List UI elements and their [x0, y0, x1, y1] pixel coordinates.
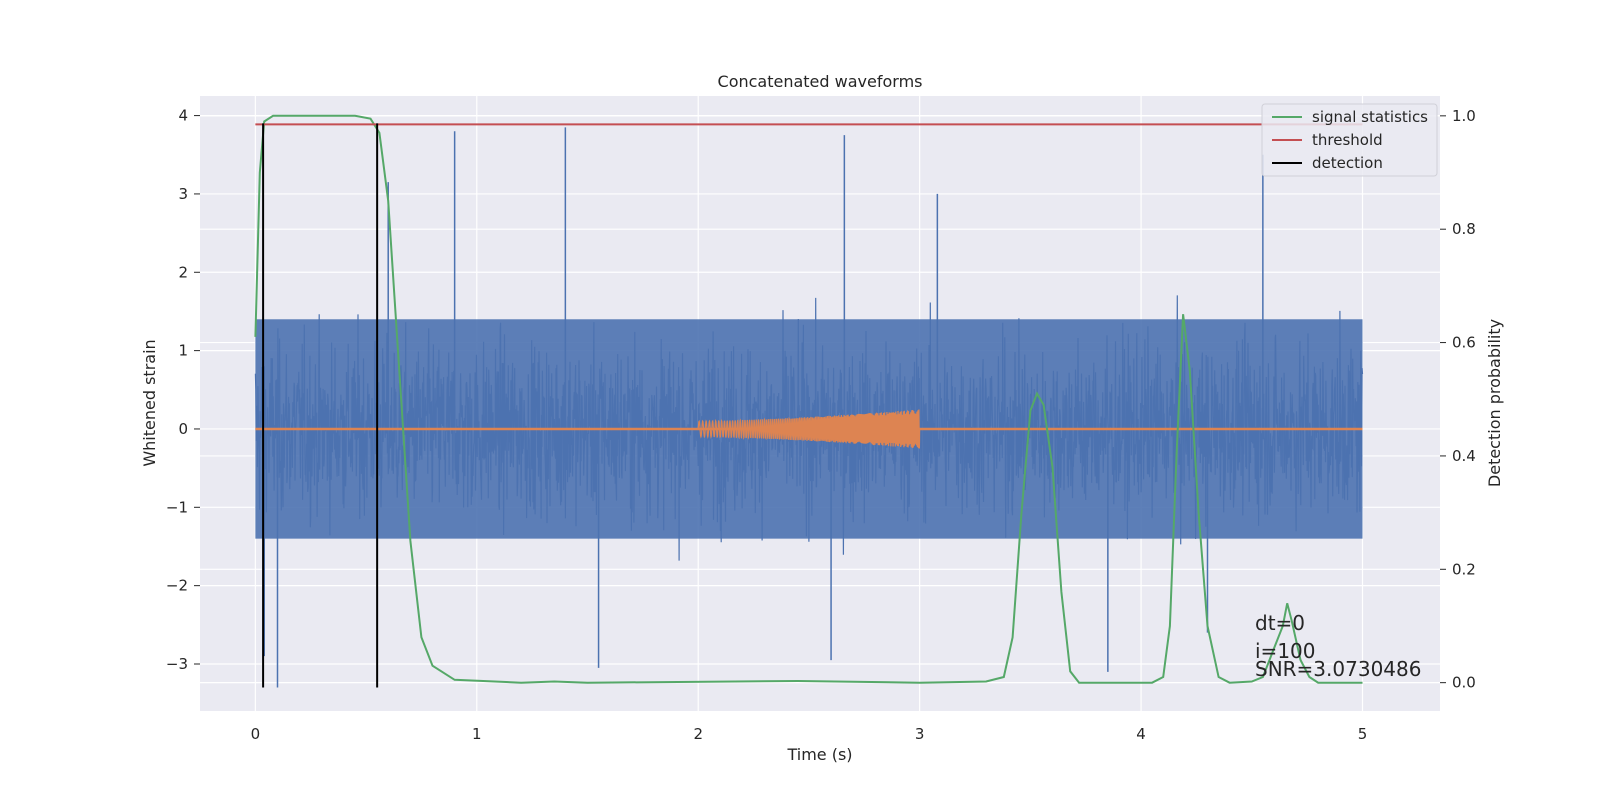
legend-label-signal-statistics: signal statistics [1312, 108, 1428, 126]
y2-tick-label-1: 0.2 [1452, 560, 1476, 578]
chart-title: Concatenated waveforms [718, 72, 923, 91]
legend: signal statistics threshold detection [1261, 103, 1438, 177]
y-axis-left: −3 −2 −1 0 1 2 3 4 [166, 107, 200, 673]
detection-series [262, 123, 379, 688]
legend-box [1261, 103, 1438, 177]
y-axis-right: 0.0 0.2 0.4 0.6 0.8 1.0 [1440, 107, 1476, 692]
x-tick-label-4: 4 [1136, 725, 1146, 743]
y-tick-label-5: 2 [178, 263, 188, 281]
y-tick-label-4: 1 [178, 342, 188, 360]
y2-axis-label: Detection probability [1485, 319, 1504, 487]
signal-statistics-line [254, 114, 1363, 684]
y-axis-label: Whitened strain [140, 339, 159, 466]
y2-tick-label-3: 0.6 [1452, 334, 1476, 352]
y-tick-label-6: 3 [178, 185, 188, 203]
legend-label-detection: detection [1312, 154, 1383, 172]
x-tick-label-0: 0 [251, 725, 261, 743]
signal-statistics-series [254, 114, 1363, 684]
y-tick-label-3: 0 [178, 420, 188, 438]
injection-waveform [697, 409, 921, 449]
y2-tick-label-0: 0.0 [1452, 674, 1476, 692]
annotations: dt=0 i=100 SNR=3.0730486 [1255, 611, 1421, 681]
legend-label-threshold: threshold [1312, 131, 1383, 149]
y2-tick-label-5: 1.0 [1452, 107, 1476, 125]
x-tick-label-2: 2 [693, 725, 703, 743]
x-axis: 0 1 2 3 4 5 [251, 725, 1368, 743]
x-axis-label: Time (s) [786, 745, 852, 764]
x-tick-label-5: 5 [1358, 725, 1368, 743]
annotation-snr: SNR=3.0730486 [1255, 657, 1421, 681]
annotation-index: i=100 [1255, 639, 1316, 663]
y-tick-label-7: 4 [178, 107, 188, 125]
y2-tick-label-2: 0.4 [1452, 447, 1476, 465]
y-tick-label-1: −2 [166, 577, 188, 595]
x-tick-label-3: 3 [915, 725, 925, 743]
y-tick-label-2: −1 [166, 498, 188, 516]
y-tick-label-0: −3 [166, 655, 188, 673]
y2-tick-label-4: 0.8 [1452, 220, 1476, 238]
annotation-dt: dt=0 [1255, 611, 1305, 635]
x-tick-label-1: 1 [472, 725, 482, 743]
